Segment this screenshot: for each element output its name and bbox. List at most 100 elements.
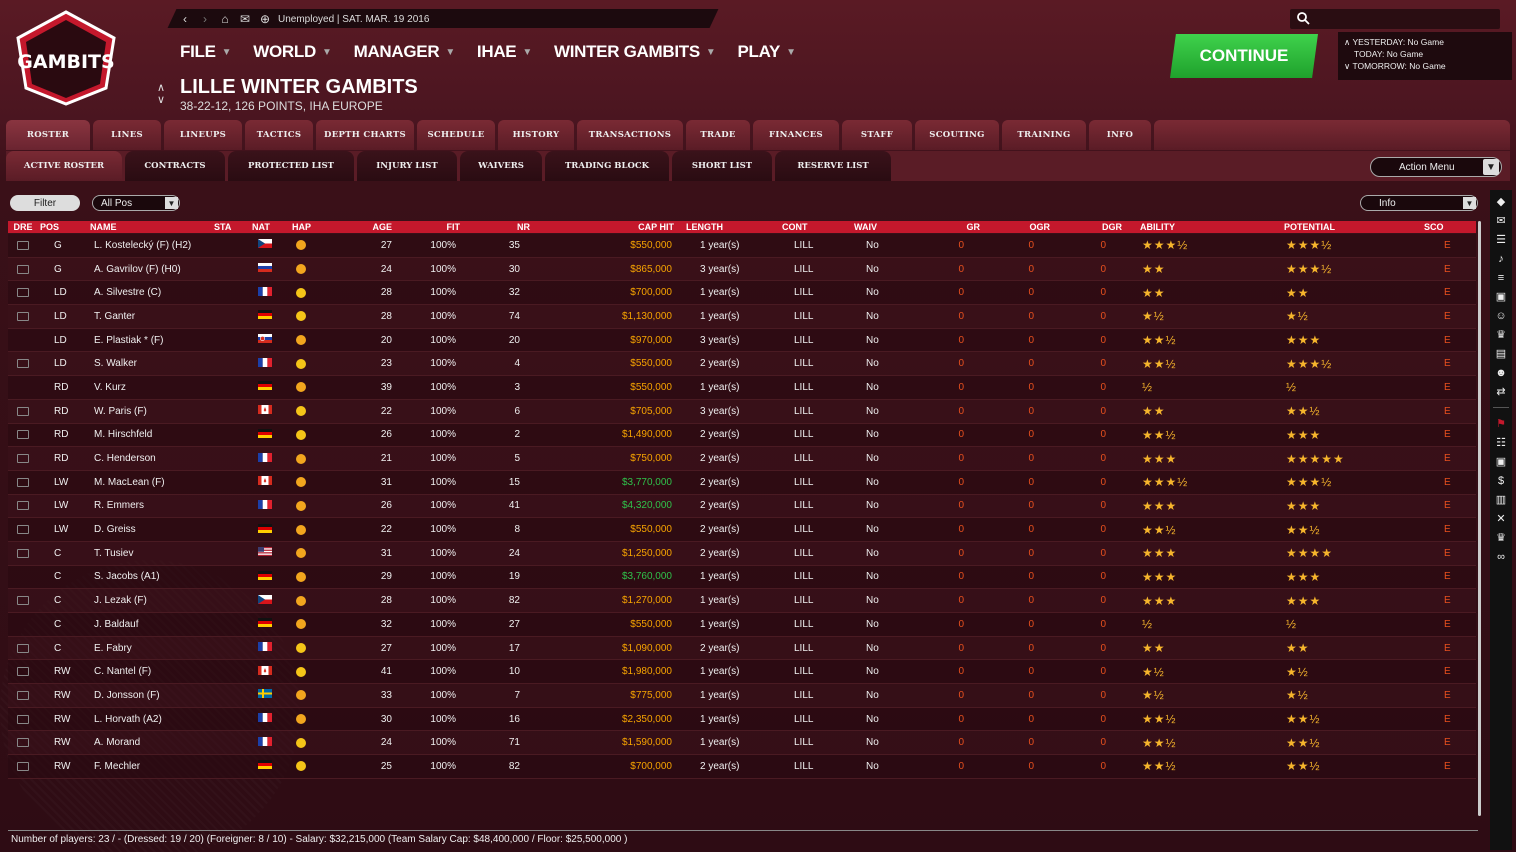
table-row[interactable]: LD S. Walker 23 100% 4 $550,000 2 year(s) LILL N…	[8, 352, 1476, 377]
tab-training[interactable]: TRAINING	[1002, 120, 1086, 150]
menu-file[interactable]: FILE ▼	[180, 42, 232, 61]
table-row[interactable]: RD V. Kurz 39 100% 3 $550,000 1 year(s) LILL No 0…	[8, 376, 1476, 400]
subtab-waivers[interactable]: WAIVERS	[460, 151, 542, 181]
column-header-ogr[interactable]: OGR	[1029, 222, 1050, 232]
table-row[interactable]: LD T. Ganter 28 100% 74 $1,130,000 1 year(s) LI…	[8, 305, 1476, 329]
dress-jersey-icon[interactable]	[17, 311, 29, 321]
action-menu-select[interactable]: Action Menu ▼	[1370, 157, 1502, 177]
team-logo-icon[interactable]: ◆	[1496, 196, 1506, 208]
tab-lineups[interactable]: LINEUPS	[164, 120, 242, 150]
transfer-icon[interactable]: ⇄	[1496, 386, 1506, 398]
crossed-sticks-icon[interactable]: ✕	[1496, 513, 1506, 525]
mail-icon[interactable]: ✉	[1496, 215, 1506, 227]
column-header-age[interactable]: AGE	[372, 222, 392, 232]
menu-winter-gambits[interactable]: WINTER GAMBITS ▼	[553, 42, 716, 61]
document-icon[interactable]: ▤	[1495, 348, 1507, 360]
dollar-icon[interactable]: $	[1497, 474, 1505, 487]
tab-scouting[interactable]: SCOUTING	[915, 120, 999, 150]
table-row[interactable]: C J. Baldauf 32 100% 27 $550,000 1 year(s) LILL…	[8, 613, 1476, 637]
table-row[interactable]: C J. Lezak (F) 28 100% 82 $1,270,000 1 year(s)…	[8, 589, 1476, 613]
people-icon[interactable]: ☺	[1495, 309, 1507, 322]
home-icon[interactable]: ⌂	[221, 12, 229, 26]
column-header-potential[interactable]: POTENTIAL	[1284, 222, 1335, 232]
dress-jersey-icon[interactable]	[17, 288, 29, 298]
menu-ihae[interactable]: IHAE ▼	[476, 42, 532, 61]
table-row[interactable]: LW M. MacLean (F) 31 100% 15 $3,770,000 2 year…	[8, 470, 1476, 495]
table-row[interactable]: LW R. Emmers 26 100% 41 $4,320,000 2 year(s) LI…	[8, 494, 1476, 519]
continue-button[interactable]: CONTINUE	[1170, 34, 1318, 78]
subtab-short-list[interactable]: SHORT LIST	[672, 151, 772, 181]
table-row[interactable]: RW C. Nantel (F) 41 100% 10 $1,980,000 1 year(…	[8, 660, 1476, 685]
yesterday-game[interactable]: ∧ YESTERDAY: No Game	[1344, 37, 1444, 47]
menu-manager[interactable]: MANAGER ▼	[353, 42, 456, 61]
table-row[interactable]: RD M. Hirschfeld 26 100% 2 $1,490,000 2 year(s…	[8, 423, 1476, 448]
subtab-protected-list[interactable]: PROTECTED LIST	[228, 151, 354, 181]
chevron-down-icon[interactable]: ▼	[165, 197, 178, 209]
dress-jersey-icon[interactable]	[17, 738, 29, 748]
dress-jersey-icon[interactable]	[17, 690, 29, 700]
dress-jersey-icon[interactable]	[17, 596, 29, 606]
subtab-trading-block[interactable]: TRADING BLOCK	[545, 151, 669, 181]
table-row[interactable]: C E. Fabry 27 100% 17 $1,090,000 2 year(s) LILL…	[8, 636, 1476, 661]
column-header-dre[interactable]: DRE	[13, 222, 33, 232]
dress-jersey-icon[interactable]	[17, 714, 29, 724]
info-select[interactable]: Info ▼	[1360, 195, 1478, 211]
dress-jersey-icon[interactable]	[17, 761, 29, 771]
trophy-icon[interactable]: ♛	[1496, 329, 1506, 341]
team-switch-arrows[interactable]: ∧ ∨	[157, 82, 166, 106]
dress-jersey-icon[interactable]	[17, 264, 29, 274]
column-header-fit[interactable]: FIT	[446, 222, 461, 232]
dress-jersey-icon[interactable]	[17, 406, 29, 416]
dress-jersey-icon[interactable]	[17, 643, 29, 653]
column-header-name[interactable]: NAME	[90, 222, 117, 232]
hockey-icon[interactable]: ♪	[1498, 252, 1504, 265]
search-icon[interactable]	[1296, 11, 1310, 25]
lines-icon[interactable]: ☷	[1496, 437, 1506, 449]
chevron-down-icon[interactable]: ▼	[1463, 197, 1476, 209]
dress-jersey-icon[interactable]	[17, 240, 29, 250]
column-header-dgr[interactable]: DGR	[1102, 222, 1122, 232]
position-select[interactable]: All Pos ▼	[92, 195, 180, 211]
tab-schedule[interactable]: SCHEDULE	[417, 120, 495, 150]
subtab-contracts[interactable]: CONTRACTS	[125, 151, 225, 181]
users-dollar-icon[interactable]: ☻	[1495, 366, 1507, 379]
table-row[interactable]: RW A. Morand 24 100% 71 $1,590,000 1 year(s) LI…	[8, 731, 1476, 756]
column-header-nr[interactable]: NR	[517, 222, 530, 232]
column-header-gr[interactable]: GR	[966, 222, 981, 232]
tab-depth-charts[interactable]: DEPTH CHARTS	[316, 120, 414, 150]
globe-icon[interactable]: ⊕	[259, 12, 271, 26]
column-header-sco[interactable]: SCO	[1424, 222, 1444, 232]
column-header-ability[interactable]: ABILITY	[1140, 222, 1175, 232]
filter-button[interactable]: Filter	[10, 195, 80, 211]
tab-info[interactable]: INFO	[1089, 120, 1151, 150]
column-header-nat[interactable]: NAT	[252, 222, 270, 232]
tomorrow-game[interactable]: ∨ TOMORROW: No Game	[1344, 61, 1446, 71]
table-row[interactable]: LD E. Plastiak * (F) 20 100% 20 $970,000 3 yea…	[8, 328, 1476, 353]
column-header-cap-hit[interactable]: CAP HIT	[638, 222, 674, 232]
rink2-icon[interactable]: ▣	[1495, 456, 1507, 468]
column-header-cont[interactable]: CONT	[782, 222, 808, 232]
subtab-active-roster[interactable]: ACTIVE ROSTER	[6, 151, 122, 181]
binoculars-icon[interactable]: ∞	[1497, 550, 1505, 563]
vertical-scrollbar[interactable]	[1478, 221, 1481, 816]
tab-staff[interactable]: STAFF	[842, 120, 912, 150]
tab-history[interactable]: HISTORY	[498, 120, 574, 150]
back-icon[interactable]: ‹	[183, 12, 187, 26]
table-row[interactable]: RW D. Jonsson (F) 33 100% 7 $775,000 1 year(s)…	[8, 684, 1476, 708]
column-header-pos[interactable]: POS	[40, 222, 60, 232]
list-icon[interactable]: ≡	[1497, 271, 1505, 284]
dress-jersey-icon[interactable]	[17, 477, 29, 487]
chart-icon[interactable]: ▥	[1495, 494, 1507, 506]
column-header-waiv[interactable]: WAIV	[854, 222, 878, 232]
tab-tactics[interactable]: TACTICS	[245, 120, 313, 150]
tab-trade[interactable]: TRADE	[686, 120, 750, 150]
mail-icon[interactable]: ✉	[239, 12, 251, 26]
notes-icon[interactable]: ☰	[1496, 234, 1506, 246]
dress-jersey-icon[interactable]	[17, 525, 29, 535]
forward-icon[interactable]: ›	[203, 12, 207, 26]
menu-world[interactable]: WORLD ▼	[253, 42, 332, 61]
tab-transactions[interactable]: TRANSACTIONS	[577, 120, 683, 150]
chevron-down-icon[interactable]: ▼	[1483, 159, 1499, 175]
tab-finances[interactable]: FINANCES	[753, 120, 839, 150]
column-header-length[interactable]: LENGTH	[686, 222, 723, 232]
